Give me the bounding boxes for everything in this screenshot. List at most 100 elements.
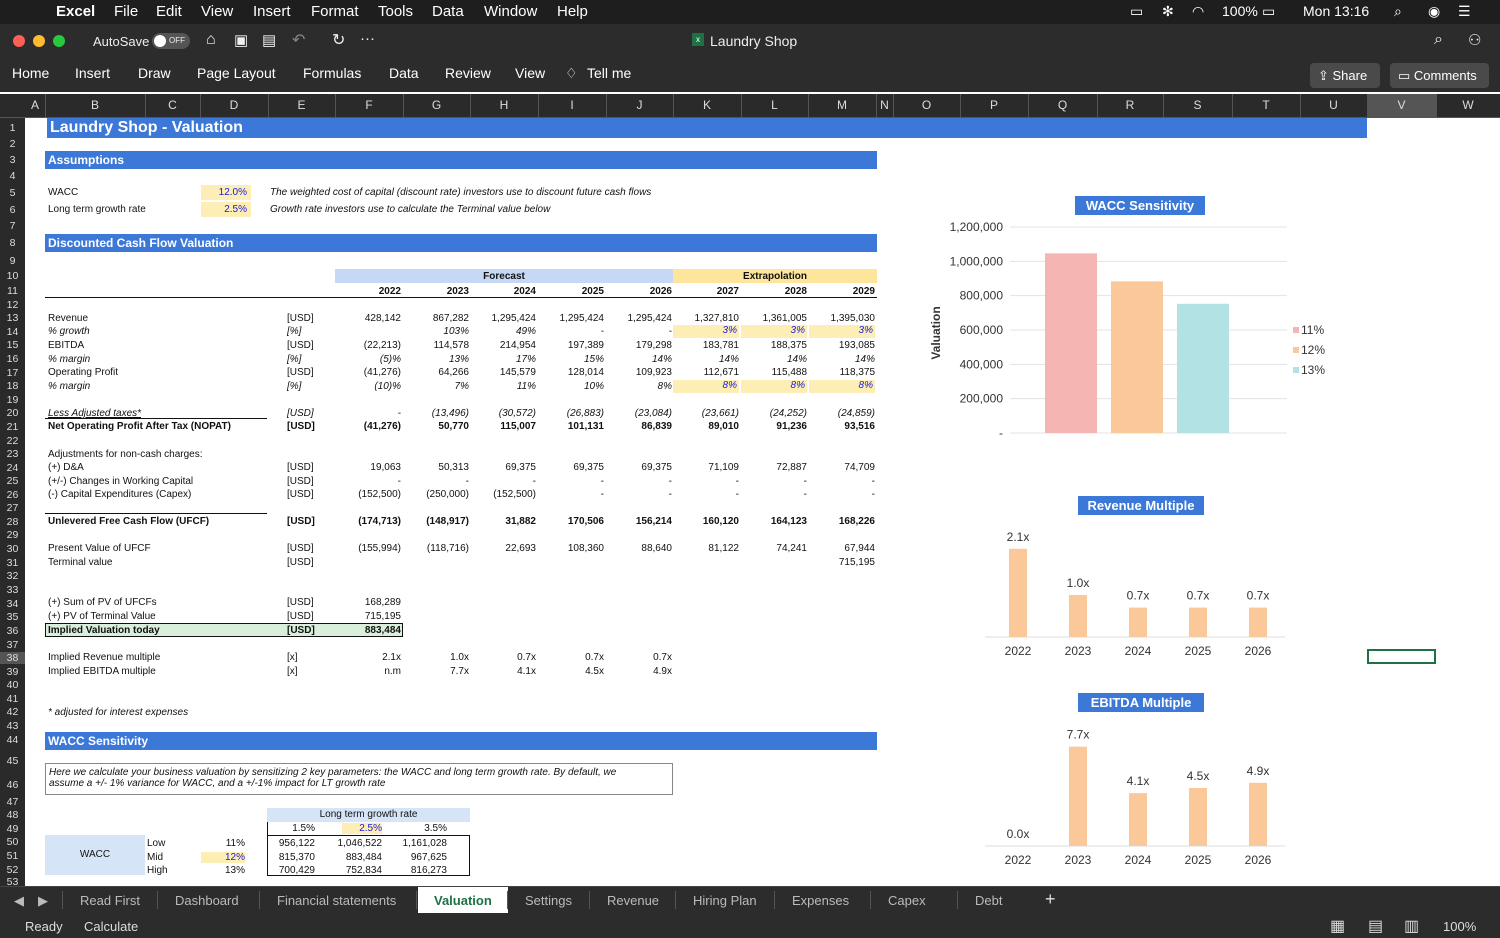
row-header-44[interactable]: 44 — [6, 733, 19, 746]
row-header-9[interactable]: 9 — [9, 254, 16, 267]
column-header-c[interactable]: C — [168, 98, 177, 112]
bar-2023[interactable] — [1069, 746, 1087, 846]
share-button[interactable]: ⇪ Share — [1310, 63, 1380, 88]
more-icon[interactable]: ··· — [360, 30, 375, 47]
column-header-k[interactable]: K — [702, 98, 711, 112]
app-name[interactable]: Excel — [56, 3, 96, 20]
bar-wacc-11%[interactable] — [1045, 253, 1097, 433]
row-header-25[interactable]: 25 — [6, 475, 19, 487]
column-header-h[interactable]: H — [499, 98, 509, 112]
row-header-37[interactable]: 37 — [6, 638, 19, 651]
row-header-12[interactable]: 12 — [6, 298, 19, 311]
bar-2025[interactable] — [1189, 607, 1207, 637]
row-header-50[interactable]: 50 — [6, 836, 19, 848]
row-header-6[interactable]: 6 — [9, 203, 16, 216]
column-header-t[interactable]: T — [1262, 98, 1270, 112]
row-header-18[interactable]: 18 — [6, 380, 19, 392]
tab-home[interactable]: Home — [12, 65, 50, 81]
row-header-28[interactable]: 28 — [6, 515, 19, 528]
document-title[interactable]: Laundry Shop — [710, 33, 798, 49]
ltg-input[interactable]: 2.5% — [201, 202, 251, 217]
row-header-46[interactable]: 46 — [6, 779, 19, 791]
row-header-11[interactable]: 11 — [7, 284, 18, 297]
column-header-f[interactable]: F — [365, 98, 373, 112]
row-header-39[interactable]: 39 — [6, 665, 19, 678]
column-header-v[interactable]: V — [1367, 94, 1436, 118]
tab-insert[interactable]: Insert — [75, 65, 111, 81]
row-header-48[interactable]: 48 — [6, 809, 19, 821]
sheet-tab-expenses[interactable]: Expenses — [792, 893, 850, 908]
row-header-36[interactable]: 36 — [6, 625, 19, 637]
column-header-d[interactable]: D — [229, 98, 239, 112]
redo-icon[interactable]: ↻ — [332, 32, 346, 49]
prev-sheet-icon[interactable]: ◀ — [14, 893, 24, 908]
row-header-45[interactable]: 45 — [6, 754, 19, 767]
row-header-21[interactable]: 21 — [6, 421, 19, 433]
menu-help[interactable]: Help — [557, 3, 588, 20]
clock[interactable]: Mon 13:16 — [1303, 3, 1370, 19]
next-sheet-icon[interactable]: ▶ — [38, 893, 48, 908]
row-header-24[interactable]: 24 — [6, 461, 19, 474]
row-header-26[interactable]: 26 — [6, 488, 19, 501]
row-header-19[interactable]: 19 — [6, 393, 19, 406]
row-header-52[interactable]: 52 — [6, 864, 19, 876]
bar-wacc-13%[interactable] — [1177, 303, 1229, 433]
row-header-10[interactable]: 10 — [6, 270, 19, 282]
row-header-3[interactable]: 3 — [9, 153, 16, 166]
bluetooth-icon[interactable]: ✻ — [1162, 3, 1174, 19]
row-header-41[interactable]: 41 — [6, 692, 19, 705]
row-header-2[interactable]: 2 — [9, 138, 16, 150]
menu-format[interactable]: Format — [311, 3, 359, 20]
display-icon[interactable]: ▭ — [1130, 3, 1144, 19]
siri-icon[interactable]: ◉ — [1428, 3, 1441, 19]
normal-view-icon[interactable]: ▦ — [1330, 918, 1346, 935]
page-break-view-icon[interactable]: ▥ — [1404, 918, 1420, 935]
row-header-38[interactable]: 38 — [0, 652, 25, 664]
row-header-29[interactable]: 29 — [6, 529, 19, 541]
page-layout-view-icon[interactable]: ▤ — [1368, 918, 1384, 935]
row-header-8[interactable]: 8 — [9, 237, 16, 249]
row-header-43[interactable]: 43 — [6, 720, 19, 732]
column-header-r[interactable]: R — [1125, 98, 1135, 112]
tab-review[interactable]: Review — [445, 65, 491, 81]
column-header-i[interactable]: I — [570, 98, 574, 112]
bar-2026[interactable] — [1249, 607, 1267, 637]
save-icon[interactable]: ▣ — [234, 32, 249, 49]
bar-2022[interactable] — [1009, 548, 1027, 637]
bar-2024[interactable] — [1129, 607, 1147, 637]
tab-page-layout[interactable]: Page Layout — [197, 65, 276, 81]
menu-view[interactable]: View — [201, 3, 234, 20]
sheet-tab-settings[interactable]: Settings — [525, 893, 572, 908]
ebitda-multiple-chart[interactable]: EBITDA Multiple 0.0x 2022 7.7x 2023 4.1x 2024 4… — [975, 690, 1295, 875]
selected-cell[interactable] — [1367, 649, 1436, 664]
row-header-13[interactable]: 13 — [6, 312, 19, 324]
row-header-5[interactable]: 5 — [9, 186, 16, 199]
row-header-15[interactable]: 15 — [6, 339, 19, 351]
bar-2024[interactable] — [1129, 793, 1147, 846]
column-header-j[interactable]: J — [636, 98, 643, 112]
bar-2023[interactable] — [1069, 595, 1087, 637]
tab-draw[interactable]: Draw — [138, 65, 171, 81]
search-icon[interactable]: ⌕ — [1434, 31, 1443, 48]
column-header-s[interactable]: S — [1193, 98, 1202, 112]
row-header-33[interactable]: 33 — [6, 584, 19, 596]
comments-button[interactable]: ▭ Comments — [1390, 63, 1489, 88]
bar-2026[interactable] — [1249, 782, 1267, 846]
row-header-30[interactable]: 30 — [6, 543, 19, 555]
tab-view[interactable]: View — [515, 65, 546, 81]
column-header-p[interactable]: P — [989, 98, 998, 112]
spotlight-icon[interactable]: ⌕ — [1394, 3, 1402, 19]
row-header-35[interactable]: 35 — [6, 611, 19, 623]
wifi-icon[interactable]: ◠ — [1192, 3, 1205, 19]
zoom-level[interactable]: 100% — [1443, 919, 1477, 934]
menu-insert[interactable]: Insert — [253, 3, 291, 20]
tell-me-search[interactable]: Tell me — [587, 65, 632, 81]
sheet-tab-hiring-plan[interactable]: Hiring Plan — [693, 893, 757, 908]
worksheet-grid[interactable]: Laundry Shop - Valuation Assumptions WAC… — [25, 118, 1500, 886]
sheet-tab-dashboard[interactable]: Dashboard — [175, 893, 239, 908]
home-icon[interactable]: ⌂ — [206, 31, 216, 48]
bar-wacc-12%[interactable] — [1111, 281, 1163, 433]
column-header-g[interactable]: G — [431, 98, 442, 112]
save-as-icon[interactable]: ▤ — [262, 32, 277, 49]
sheet-tab-debt[interactable]: Debt — [975, 893, 1003, 908]
